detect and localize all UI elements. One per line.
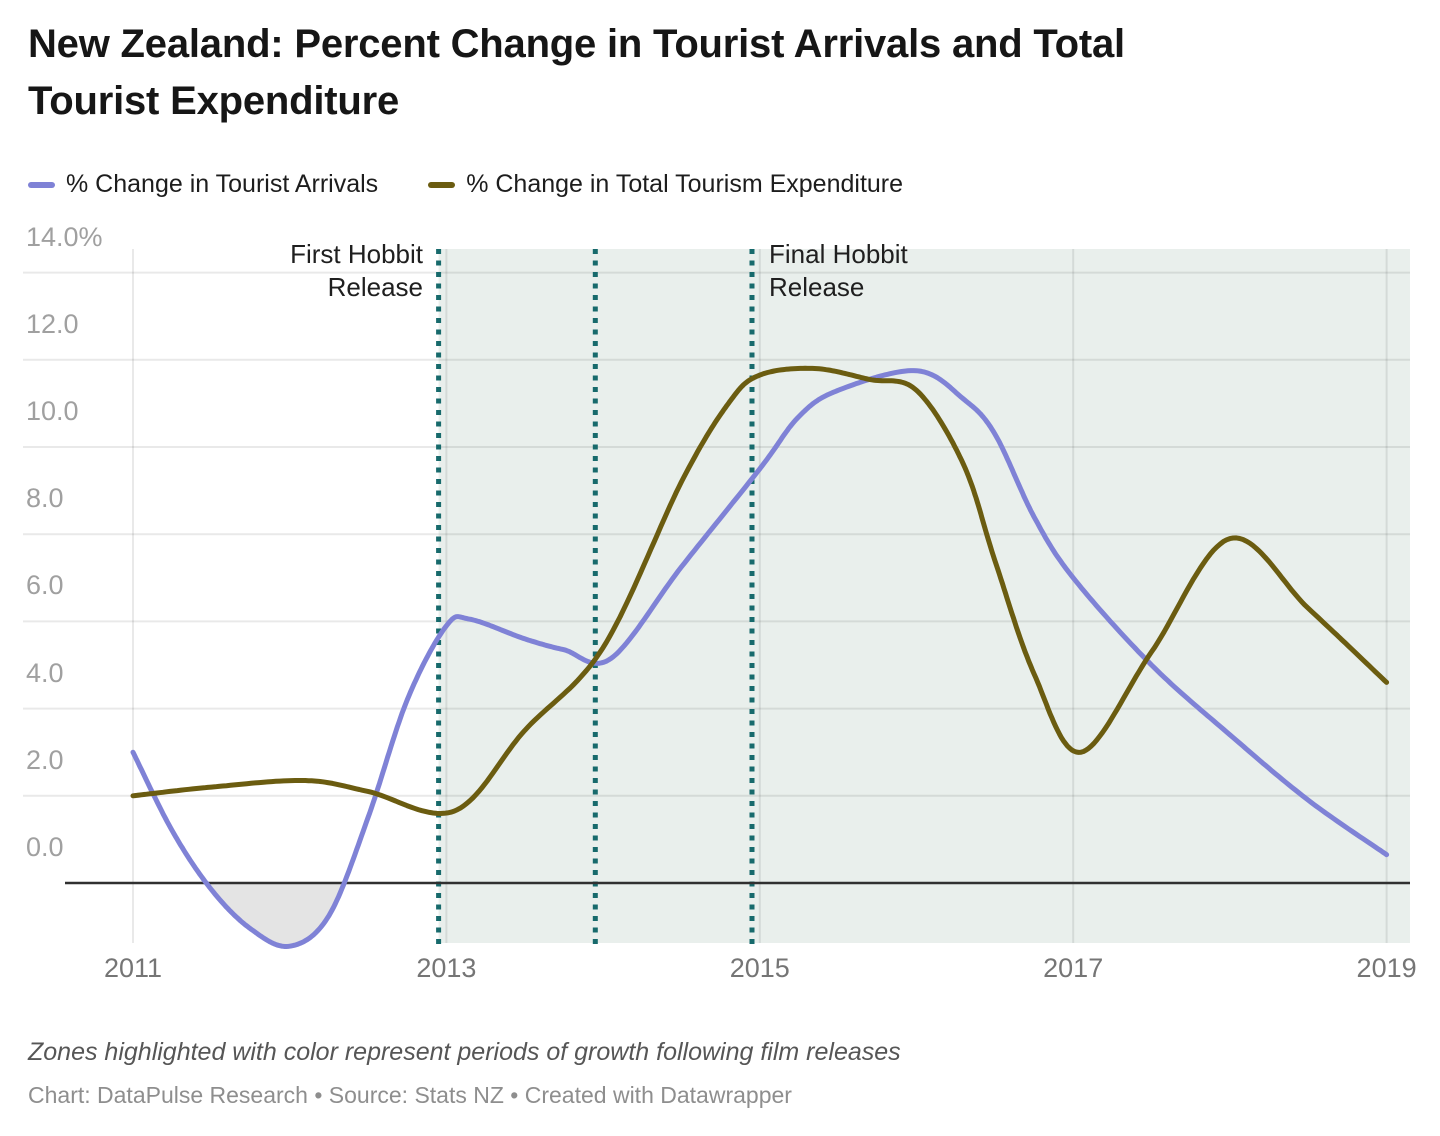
annotation-first-hobbit-release: First Hobbit Release	[290, 239, 423, 302]
page-title-line-1: New Zealand: Percent Change in Tourist A…	[28, 22, 1125, 66]
legend: % Change in Tourist Arrivals % Change in…	[28, 170, 903, 199]
arrivals-line	[130, 368, 1390, 949]
legend-label-arrivals: % Change in Tourist Arrivals	[66, 170, 379, 198]
legend-swatch-arrivals-icon	[28, 181, 55, 188]
legend-label-expenditure: % Change in Total Tourism Expenditure	[466, 170, 904, 198]
legend-swatch-expenditure-icon	[428, 181, 456, 188]
legend-item-expenditure: % Change in Total Tourism Expenditure	[428, 170, 903, 199]
byline: Chart: DataPulse Research • Source: Stat…	[28, 1082, 792, 1108]
highlight-zone	[438, 249, 1411, 943]
negative-area-fill	[206, 883, 345, 947]
page-title-line-2: Tourist Expenditure	[28, 79, 400, 123]
annotation-final-hobbit-release: Final Hobbit Release	[769, 239, 908, 302]
footnote: Zones highlighted with color represent p…	[28, 1038, 901, 1066]
expenditure-line	[130, 365, 1390, 816]
page-title: New Zealand: Percent Change in Tourist A…	[28, 16, 1125, 130]
legend-item-arrivals: % Change in Tourist Arrivals	[28, 170, 378, 199]
